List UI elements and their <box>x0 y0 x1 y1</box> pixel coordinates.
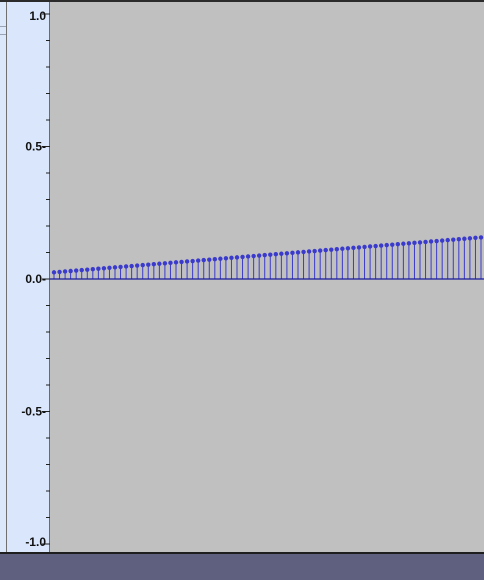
vertical-amplitude-ruler[interactable]: 1.0 0.5- 0.0- -0.5- -1.0 <box>7 2 50 553</box>
sample-point[interactable] <box>85 267 90 272</box>
sample-point[interactable] <box>190 258 195 264</box>
sample-point[interactable] <box>118 264 123 270</box>
window-top-border <box>0 0 484 2</box>
sample-point[interactable] <box>384 242 389 248</box>
sample-point[interactable] <box>290 250 295 256</box>
panel-divider <box>0 26 6 27</box>
sample-point[interactable] <box>90 266 96 272</box>
sample-point[interactable] <box>378 243 384 248</box>
sample-point[interactable] <box>273 252 279 257</box>
sample-point[interactable] <box>367 244 373 249</box>
sample-point[interactable] <box>134 263 140 268</box>
sample-point[interactable] <box>373 243 378 249</box>
sample-point[interactable] <box>467 236 473 241</box>
sample-point[interactable] <box>140 262 145 268</box>
sample-point[interactable] <box>323 247 328 253</box>
sample-point[interactable] <box>401 241 406 246</box>
panel-divider <box>0 34 6 35</box>
sample-point[interactable] <box>234 255 240 260</box>
ruler-svg: 1.0 0.5- 0.0- -0.5- -1.0 <box>21 9 50 549</box>
sample-point[interactable] <box>268 252 273 257</box>
track-bottom-border <box>0 552 484 554</box>
sample-point[interactable] <box>329 247 334 252</box>
sample-point[interactable] <box>96 266 101 271</box>
sample-point[interactable] <box>73 268 79 273</box>
ruler-tick-label: 0.5- <box>25 140 46 154</box>
waveform-track[interactable] <box>50 2 484 553</box>
sample-point[interactable] <box>256 253 262 258</box>
sample-point[interactable] <box>406 241 412 246</box>
sample-point[interactable] <box>417 240 423 245</box>
sample-point[interactable] <box>62 269 68 274</box>
sample-point[interactable] <box>445 237 450 243</box>
sample-point[interactable] <box>395 242 401 247</box>
sample-point[interactable] <box>456 237 462 242</box>
sample-point[interactable] <box>334 247 340 252</box>
sample-point[interactable] <box>423 239 428 245</box>
sample-point[interactable] <box>245 254 251 259</box>
sample-point[interactable] <box>51 270 57 275</box>
sample-point[interactable] <box>157 261 162 266</box>
ruler-tick-label: 0.0- <box>25 272 46 286</box>
sample-point[interactable] <box>428 239 434 244</box>
sample-point[interactable] <box>79 267 84 273</box>
sample-point[interactable] <box>439 238 445 243</box>
sample-point[interactable] <box>173 260 179 265</box>
sample-point[interactable] <box>390 242 395 247</box>
sample-point[interactable] <box>412 240 417 246</box>
sample-point[interactable] <box>473 235 478 241</box>
sample-point[interactable] <box>356 245 362 250</box>
sample-point[interactable] <box>295 250 301 255</box>
stem-plot <box>50 235 484 280</box>
sample-point[interactable] <box>262 252 267 258</box>
sample-point[interactable] <box>195 258 201 263</box>
sample-point[interactable] <box>184 259 190 264</box>
sample-point[interactable] <box>340 246 345 251</box>
sample-point[interactable] <box>129 263 134 269</box>
sample-point[interactable] <box>207 257 212 262</box>
sample-point[interactable] <box>345 246 351 251</box>
sample-point[interactable] <box>317 248 323 253</box>
sample-point[interactable] <box>179 259 184 265</box>
sample-point[interactable] <box>478 235 484 240</box>
sample-point[interactable] <box>312 248 317 254</box>
sample-point[interactable] <box>107 265 112 271</box>
sample-point[interactable] <box>351 245 356 251</box>
sample-point[interactable] <box>462 236 467 241</box>
sample-point[interactable] <box>101 266 107 271</box>
sample-point[interactable] <box>301 249 306 255</box>
sample-point[interactable] <box>362 244 367 250</box>
sample-point[interactable] <box>168 260 173 266</box>
sample-point[interactable] <box>451 237 456 242</box>
sample-point[interactable] <box>123 264 129 269</box>
sample-point[interactable] <box>57 269 62 275</box>
sample-point[interactable] <box>240 254 245 260</box>
sample-point[interactable] <box>251 253 256 259</box>
sample-point[interactable] <box>162 261 168 266</box>
sample-point[interactable] <box>279 251 284 256</box>
sample-point[interactable] <box>229 255 234 261</box>
track-resize-bar[interactable] <box>0 554 484 580</box>
ruler-tick-label: 1.0 <box>29 9 46 23</box>
track-control-panel-edge[interactable] <box>0 2 7 553</box>
sample-point[interactable] <box>223 256 229 261</box>
ruler-tick-label: -1.0 <box>25 535 46 549</box>
sample-point[interactable] <box>201 257 206 263</box>
sample-point[interactable] <box>434 238 439 244</box>
ruler-tick-label: -0.5- <box>21 405 46 419</box>
sample-point[interactable] <box>146 262 151 267</box>
sample-point[interactable] <box>112 265 118 270</box>
sample-point[interactable] <box>68 268 73 274</box>
sample-point[interactable] <box>218 256 223 261</box>
sample-point[interactable] <box>151 261 157 267</box>
sample-point[interactable] <box>212 257 218 262</box>
sample-point[interactable] <box>306 249 312 254</box>
sample-point[interactable] <box>284 251 290 256</box>
